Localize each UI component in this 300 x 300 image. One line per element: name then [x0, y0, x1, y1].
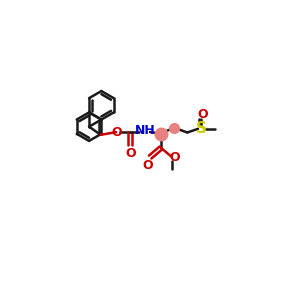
Text: O: O	[169, 151, 180, 164]
Text: O: O	[125, 147, 136, 160]
Text: O: O	[112, 126, 122, 139]
Text: S: S	[196, 121, 207, 136]
Text: O: O	[142, 159, 153, 172]
Text: O: O	[197, 108, 208, 121]
Text: NH: NH	[135, 124, 156, 137]
